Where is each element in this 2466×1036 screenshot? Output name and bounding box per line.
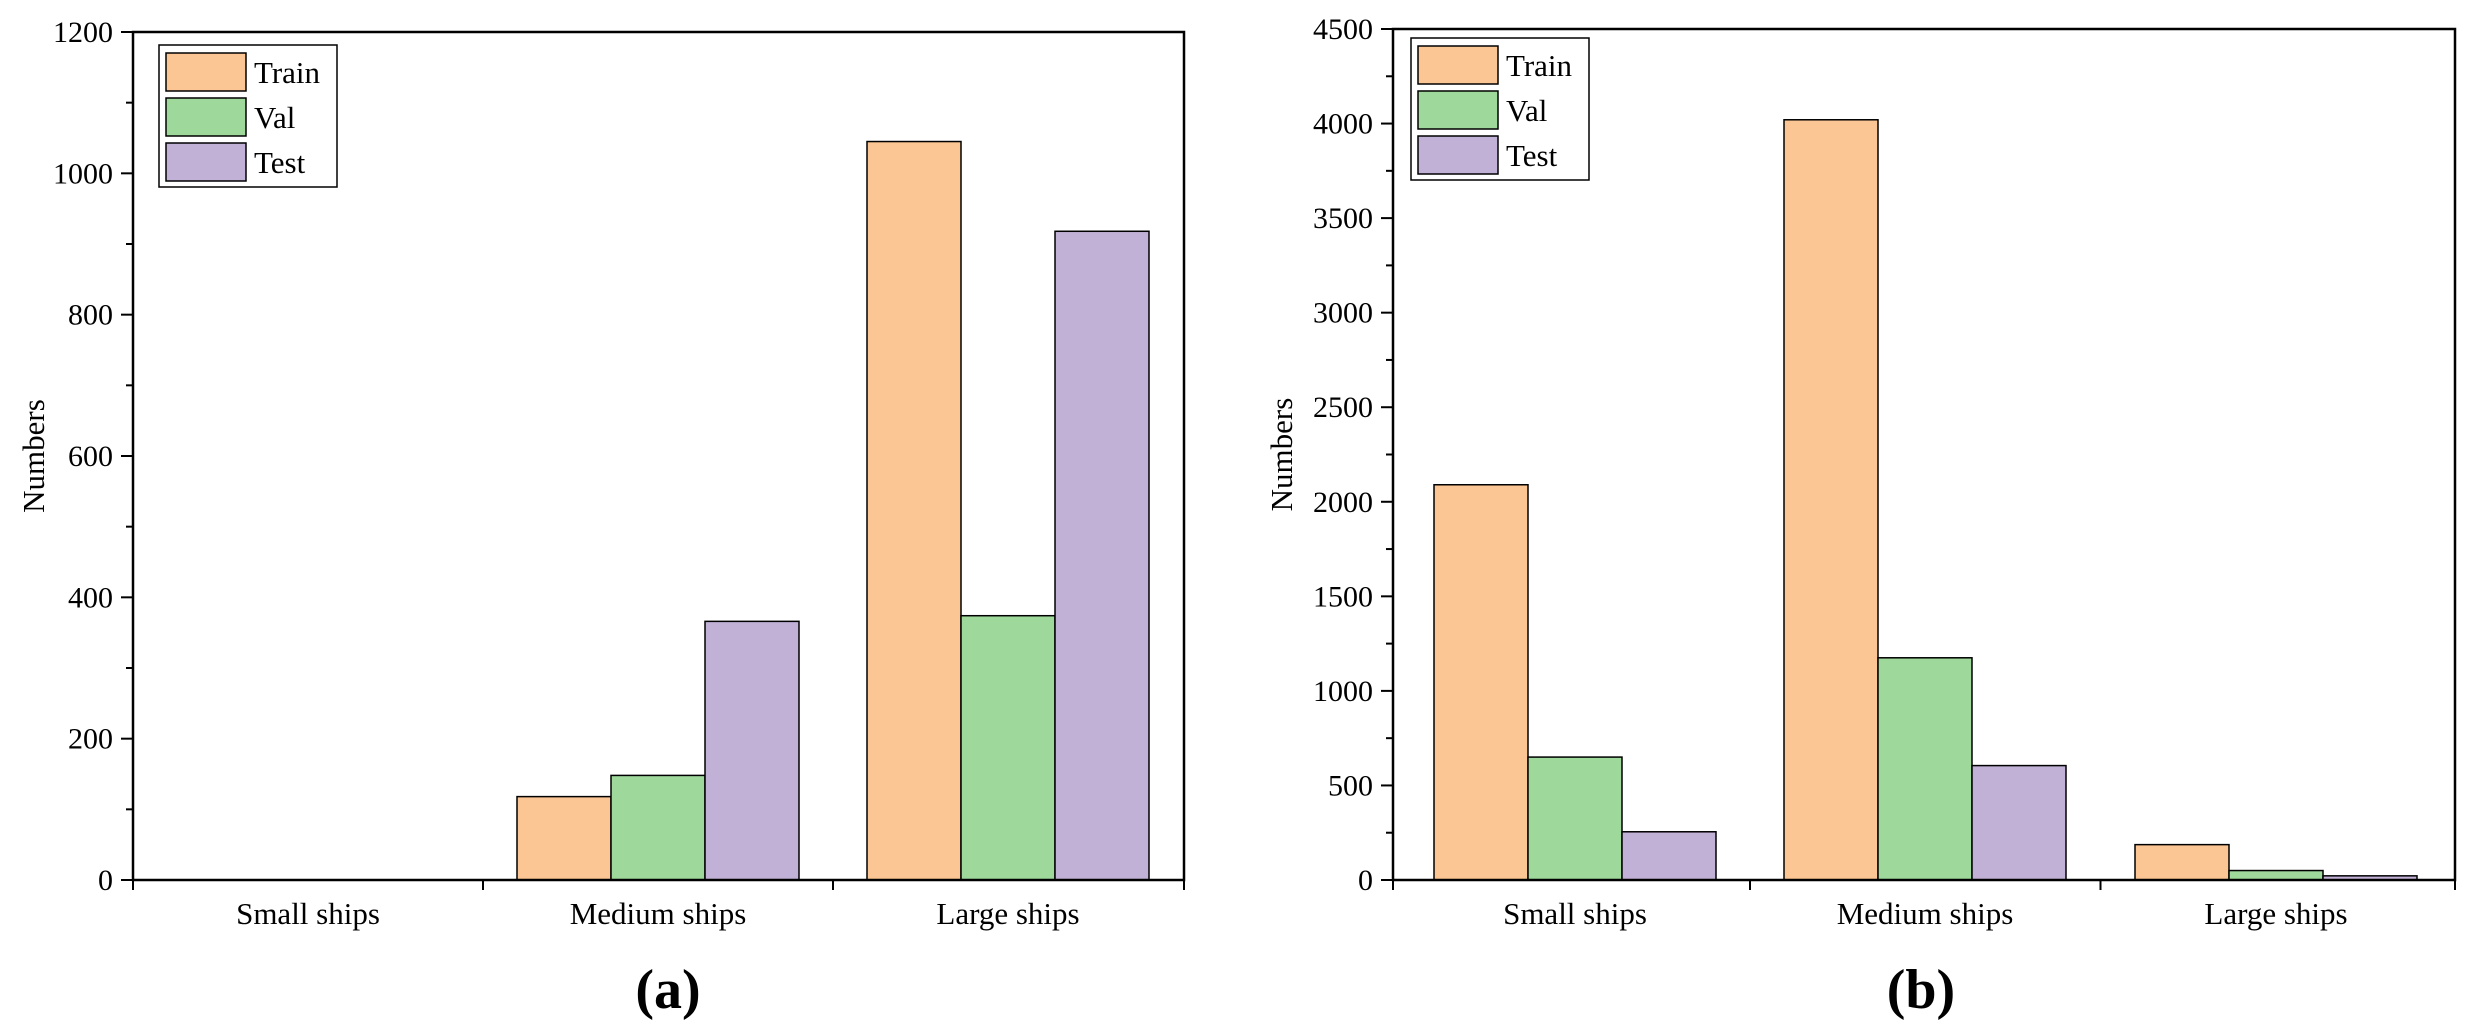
chart-panel-a: 0 200 400 600 800 1000 1200 Small ships Medium s…	[16, 16, 1186, 1021]
y-tick-label: 0	[1358, 864, 1373, 897]
legend-label-train: Train	[1506, 48, 1573, 83]
legend-swatch-val	[165, 97, 247, 137]
x-tick-label-medium-ships: Medium ships	[570, 896, 747, 931]
x-tick-label-small-ships: Small ships	[236, 896, 380, 931]
legend: Train Val Test	[158, 44, 338, 188]
y-tick-label: 800	[68, 299, 113, 332]
bar-test-medium-ships	[704, 620, 800, 881]
legend-label-val: Val	[254, 100, 295, 135]
x-tick-label-small-ships: Small ships	[1503, 896, 1647, 931]
y-tick-label: 1200	[53, 16, 113, 49]
y-tick-label: 3500	[1313, 202, 1373, 235]
y-tick-label: 0	[98, 864, 113, 897]
bar-train-medium-ships	[516, 795, 612, 881]
legend: Train Val Test	[1410, 37, 1590, 181]
legend-swatch-train	[1417, 45, 1499, 85]
y-tick-label: 500	[1328, 769, 1373, 802]
legend-swatch-test	[1417, 135, 1499, 175]
bar-train-medium-ships	[1783, 119, 1879, 881]
y-tick-label: 1500	[1313, 580, 1373, 613]
bar-test-small-ships	[1621, 831, 1717, 881]
y-axis-title: Numbers	[16, 399, 51, 513]
y-tick-label: 400	[68, 581, 113, 614]
bar-val-small-ships	[1527, 756, 1623, 881]
legend-label-train: Train	[254, 55, 321, 90]
bar-train-large-ships	[2134, 843, 2230, 881]
y-tick-label: 2000	[1313, 486, 1373, 519]
y-tick-label: 600	[68, 440, 113, 473]
y-tick-label: 3000	[1313, 297, 1373, 330]
bar-test-large-ships	[1054, 230, 1150, 881]
y-tick-label: 4000	[1313, 108, 1373, 141]
x-tick-label-large-ships: Large ships	[936, 896, 1079, 931]
legend-swatch-train	[165, 52, 247, 92]
bar-test-medium-ships	[1971, 764, 2067, 881]
bar-val-medium-ships	[1877, 657, 1973, 881]
bar-val-large-ships	[960, 614, 1056, 881]
panel-label-b: (b)	[1887, 959, 1955, 1021]
legend-swatch-test	[165, 142, 247, 182]
legend-label-val: Val	[1506, 93, 1547, 128]
y-axis-title: Numbers	[1264, 398, 1299, 512]
x-tick-label-medium-ships: Medium ships	[1837, 896, 2014, 931]
legend-label-test: Test	[1506, 138, 1558, 173]
y-tick-label: 2500	[1313, 391, 1373, 424]
legend-label-test: Test	[254, 145, 306, 180]
y-tick-label: 1000	[53, 157, 113, 190]
chart-panel-b: 0 500 1000 1500 2000 2500 3000 3500 4000 4500 Smal…	[1264, 13, 2457, 1021]
y-tick-label: 200	[68, 723, 113, 756]
legend-swatch-val	[1417, 90, 1499, 130]
bar-val-large-ships	[2228, 869, 2324, 881]
bar-train-small-ships	[1433, 484, 1529, 881]
y-tick-label: 1000	[1313, 675, 1373, 708]
panel-label-a: (a)	[635, 959, 700, 1021]
bar-val-medium-ships	[610, 774, 706, 881]
bar-train-large-ships	[866, 140, 962, 881]
x-tick-label-large-ships: Large ships	[2204, 896, 2347, 931]
y-tick-label: 4500	[1313, 13, 1373, 46]
